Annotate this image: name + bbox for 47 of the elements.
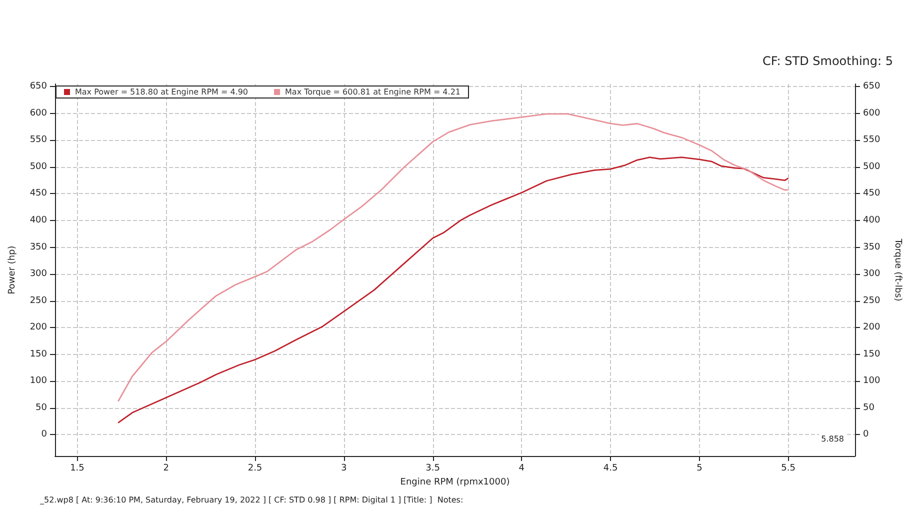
y-tick-label: 50	[36, 402, 48, 413]
y-tick-label: 300	[30, 269, 48, 280]
y-tick-label: 200	[30, 322, 48, 333]
x-tick-label: 2.5	[248, 464, 262, 474]
x-tick-label: 3	[341, 464, 347, 474]
y2-tick-label: 50	[863, 402, 875, 413]
y2-tick-label: 150	[863, 349, 880, 360]
y2-axis-title: Torque (ft-lbs)	[892, 238, 902, 302]
y-tick-label: 250	[30, 296, 48, 306]
x-axis-title: Engine RPM (rpmx1000)	[400, 477, 510, 488]
y2-tick-label: 400	[863, 215, 880, 226]
y2-tick-label: 300	[863, 269, 880, 280]
y-tick-label: 500	[30, 162, 48, 172]
y2-tick-label: 450	[863, 188, 880, 199]
x-tick-label: 4	[518, 464, 525, 474]
y-tick-label: 600	[30, 108, 48, 118]
annotation: 5.858	[821, 434, 844, 444]
legend-label: Max Power = 518.80 at Engine RPM = 4.90	[75, 88, 248, 96]
y2-tick-label: 600	[863, 108, 880, 118]
y-tick-label: 400	[30, 215, 48, 226]
y-tick-label: 0	[41, 430, 48, 440]
y2-tick-label: 350	[863, 242, 880, 252]
chart-subtitle: CF: STD Smoothing: 5	[762, 54, 894, 68]
y-axis-title: Power (hp)	[8, 246, 18, 294]
text: _52.wp8 [ At: 9:36:10 PM, Saturday, February 19, 2022 ] [ CF: STD 0.98 ] [ RPM: Digital 1 ] [Title: ] Notes:	[39, 496, 464, 504]
y-tick-label: 100	[30, 376, 48, 386]
x-tick-label: 1.5	[70, 464, 84, 474]
x-tick-label: 2	[163, 464, 169, 474]
line-series	[117, 156, 790, 424]
y-tick-label: 150	[30, 349, 48, 360]
x-tick-label: 3.5	[426, 464, 440, 474]
x-tick-label: 5.5	[781, 464, 796, 474]
y-tick-label: 450	[30, 188, 48, 199]
y2-tick-label: 550	[863, 135, 880, 146]
line-series	[117, 113, 790, 402]
y2-tick-label: 500	[863, 162, 880, 172]
y2-tick-label: 250	[863, 296, 880, 306]
legend-label: Max Torque = 600.81 at Engine RPM = 4.21	[285, 88, 461, 96]
y2-tick-label: 100	[863, 376, 880, 386]
x-tick-label: 5	[696, 464, 702, 474]
y-tick-label: 650	[30, 82, 48, 92]
y2-tick-label: 200	[863, 322, 880, 333]
y2-tick-label: 650	[863, 82, 880, 92]
x-tick-label: 4.5	[603, 464, 618, 474]
y2-tick-label: 0	[863, 430, 869, 440]
y-tick-label: 350	[30, 242, 48, 252]
y-tick-label: 550	[30, 135, 48, 146]
